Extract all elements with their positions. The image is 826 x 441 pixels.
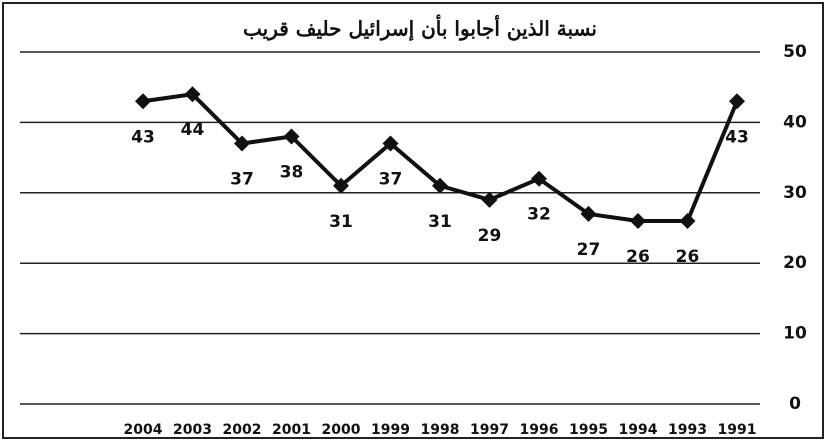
point-marker [234, 135, 250, 152]
chart-title: نسبة الذين أجابوا بأن إسرائيل حليف قريب [243, 15, 597, 42]
x-tick-label: 2000 [322, 422, 361, 438]
data-label: 29 [478, 226, 502, 246]
y-tick-label: 50 [783, 42, 807, 62]
x-tick-label: 2003 [173, 422, 212, 438]
point-marker [630, 212, 646, 229]
point-marker [481, 191, 498, 208]
point-marker [283, 128, 300, 145]
x-tick-label: 1994 [619, 422, 658, 438]
x-tick-label: 1993 [668, 422, 707, 438]
x-tick-label: 2002 [223, 422, 262, 438]
x-tick-label: 1991 [718, 422, 757, 438]
data-label: 27 [577, 240, 601, 260]
y-tick-label: 30 [783, 183, 807, 203]
data-label: 43 [131, 127, 155, 147]
data-line [142, 92, 739, 223]
x-tick-label: 2004 [124, 422, 163, 438]
y-tick-label: 10 [783, 324, 807, 344]
x-tick-label: 1996 [520, 422, 559, 438]
point-marker [135, 93, 151, 110]
data-label: 31 [329, 212, 353, 232]
x-tick-label: 2001 [272, 422, 311, 438]
data-label: 26 [676, 247, 700, 267]
point-marker [729, 93, 745, 110]
data-label: 26 [626, 247, 650, 267]
point-marker [382, 135, 399, 152]
point-marker [580, 205, 597, 222]
x-tick-label: 1997 [470, 422, 509, 438]
x-tick-label: 1998 [421, 422, 460, 438]
point-marker [184, 86, 201, 103]
y-tick-label: 20 [783, 253, 807, 273]
point-marker [333, 177, 349, 194]
data-label: 32 [527, 205, 551, 225]
point-marker [679, 212, 696, 229]
data-label: 37 [230, 170, 254, 190]
y-tick-label: 40 [783, 112, 807, 132]
point-marker [531, 170, 547, 187]
x-tick-label: 1999 [371, 422, 410, 438]
point-marker [432, 177, 448, 194]
data-label: 44 [181, 120, 205, 140]
data-label: 31 [428, 212, 452, 232]
data-label: 38 [280, 162, 304, 182]
data-label: 37 [379, 170, 403, 190]
y-tick-label: 0 [789, 394, 801, 414]
data-label: 43 [725, 127, 749, 147]
x-tick-label: 1995 [569, 422, 608, 438]
